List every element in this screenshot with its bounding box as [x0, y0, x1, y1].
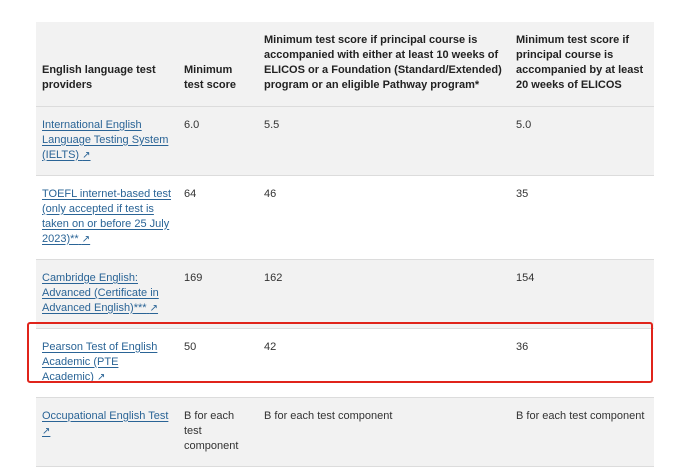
- table-row: Cambridge English: Advanced (Certificate…: [36, 259, 654, 329]
- header-row: English language test providers Minimum …: [36, 22, 654, 107]
- table-row: International English Language Testing S…: [36, 106, 654, 176]
- header-score-20-weeks: Minimum test score if principal course i…: [510, 22, 654, 107]
- table-row-highlighted: Pearson Test of English Academic (PTE Ac…: [36, 328, 654, 398]
- external-link-icon: ↗: [82, 149, 91, 161]
- score-10-weeks-cell: 5.5: [258, 106, 510, 176]
- provider-link-cambridge[interactable]: Cambridge English: Advanced (Certificate…: [42, 271, 159, 314]
- external-link-icon: ↗: [81, 233, 91, 245]
- min-score-cell: 50: [178, 328, 258, 398]
- provider-cell: Pearson Test of English Academic (PTE Ac…: [36, 328, 178, 398]
- provider-link-ielts[interactable]: International English Language Testing S…: [42, 118, 169, 161]
- provider-cell: TOEFL internet-based test (only accepted…: [36, 175, 178, 260]
- score-10-weeks-cell: 162: [258, 259, 510, 329]
- external-link-icon: ↗: [149, 302, 159, 314]
- provider-cell: Occupational English Test ↗: [36, 397, 178, 467]
- min-score-cell: B for each test component: [178, 397, 258, 467]
- score-10-weeks-cell: 46: [258, 175, 510, 260]
- provider-link-toefl[interactable]: TOEFL internet-based test (only accepted…: [42, 187, 172, 245]
- score-20-weeks-cell: 35: [510, 175, 654, 260]
- header-provider: English language test providers: [36, 22, 178, 107]
- score-20-weeks-cell: B for each test component: [510, 397, 654, 467]
- external-link-icon: ↗: [42, 425, 51, 437]
- provider-cell: Cambridge English: Advanced (Certificate…: [36, 259, 178, 329]
- min-score-cell: 6.0: [178, 106, 258, 176]
- min-score-cell: 169: [178, 259, 258, 329]
- english-test-scores-table: English language test providers Minimum …: [36, 22, 654, 467]
- table-row: Occupational English Test ↗ B for each t…: [36, 397, 654, 467]
- header-score-10-weeks: Minimum test score if principal course i…: [258, 22, 510, 107]
- external-link-icon: ↗: [97, 371, 106, 383]
- table-header: English language test providers Minimum …: [36, 22, 654, 107]
- table-row: TOEFL internet-based test (only accepted…: [36, 175, 654, 260]
- english-test-table-container: English language test providers Minimum …: [36, 22, 654, 467]
- provider-cell: International English Language Testing S…: [36, 106, 178, 176]
- score-20-weeks-cell: 154: [510, 259, 654, 329]
- score-20-weeks-cell: 36: [510, 328, 654, 398]
- min-score-cell: 64: [178, 175, 258, 260]
- provider-link-oet[interactable]: Occupational English Test ↗: [42, 409, 169, 437]
- score-20-weeks-cell: 5.0: [510, 106, 654, 176]
- score-10-weeks-cell: B for each test component: [258, 397, 510, 467]
- header-minimum-score: Minimum test score: [178, 22, 258, 107]
- provider-link-pte[interactable]: Pearson Test of English Academic (PTE Ac…: [42, 340, 158, 383]
- score-10-weeks-cell: 42: [258, 328, 510, 398]
